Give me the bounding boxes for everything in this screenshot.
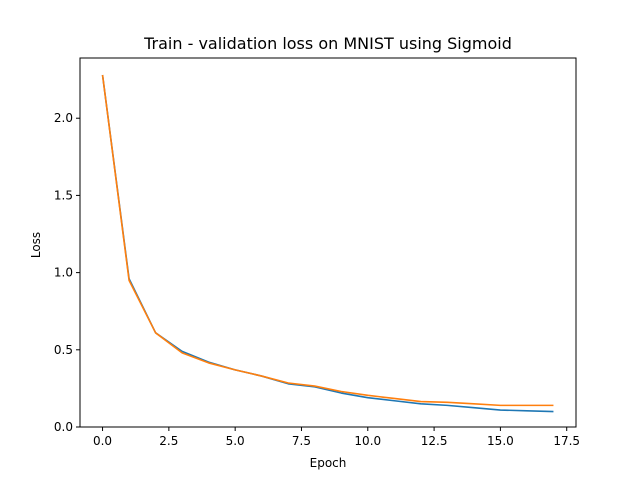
y-tick-label: 2.0 <box>54 111 73 125</box>
x-tick-label: 5.0 <box>226 434 245 448</box>
series-line-1 <box>101 74 554 413</box>
x-tick-label: 10.0 <box>354 434 381 448</box>
y-axis-ticks: 0.0 0.5 1.0 1.5 2.0 <box>54 111 80 434</box>
series-line-2 <box>101 74 554 407</box>
x-tick-label: 7.5 <box>292 434 311 448</box>
y-tick-label: 1.0 <box>54 266 73 280</box>
y-tick-label: 1.5 <box>54 188 73 202</box>
chart-title: Train - validation loss on MNIST using S… <box>143 34 512 53</box>
y-tick-label: 0.5 <box>54 343 73 357</box>
plot-frame <box>79 57 577 428</box>
x-tick-label: 12.5 <box>421 434 448 448</box>
x-axis-label: Epoch <box>310 456 347 470</box>
y-tick-label: 0.0 <box>54 420 73 434</box>
x-tick-label: 0.0 <box>93 434 112 448</box>
x-tick-label: 17.5 <box>553 434 580 448</box>
series-lines <box>101 74 554 413</box>
x-tick-label: 2.5 <box>159 434 178 448</box>
x-tick-label: 15.0 <box>487 434 514 448</box>
y-axis-label: Loss <box>29 232 43 258</box>
x-axis-ticks: 0.0 2.5 5.0 7.5 10.0 12.5 15.0 17.5 <box>93 427 580 448</box>
